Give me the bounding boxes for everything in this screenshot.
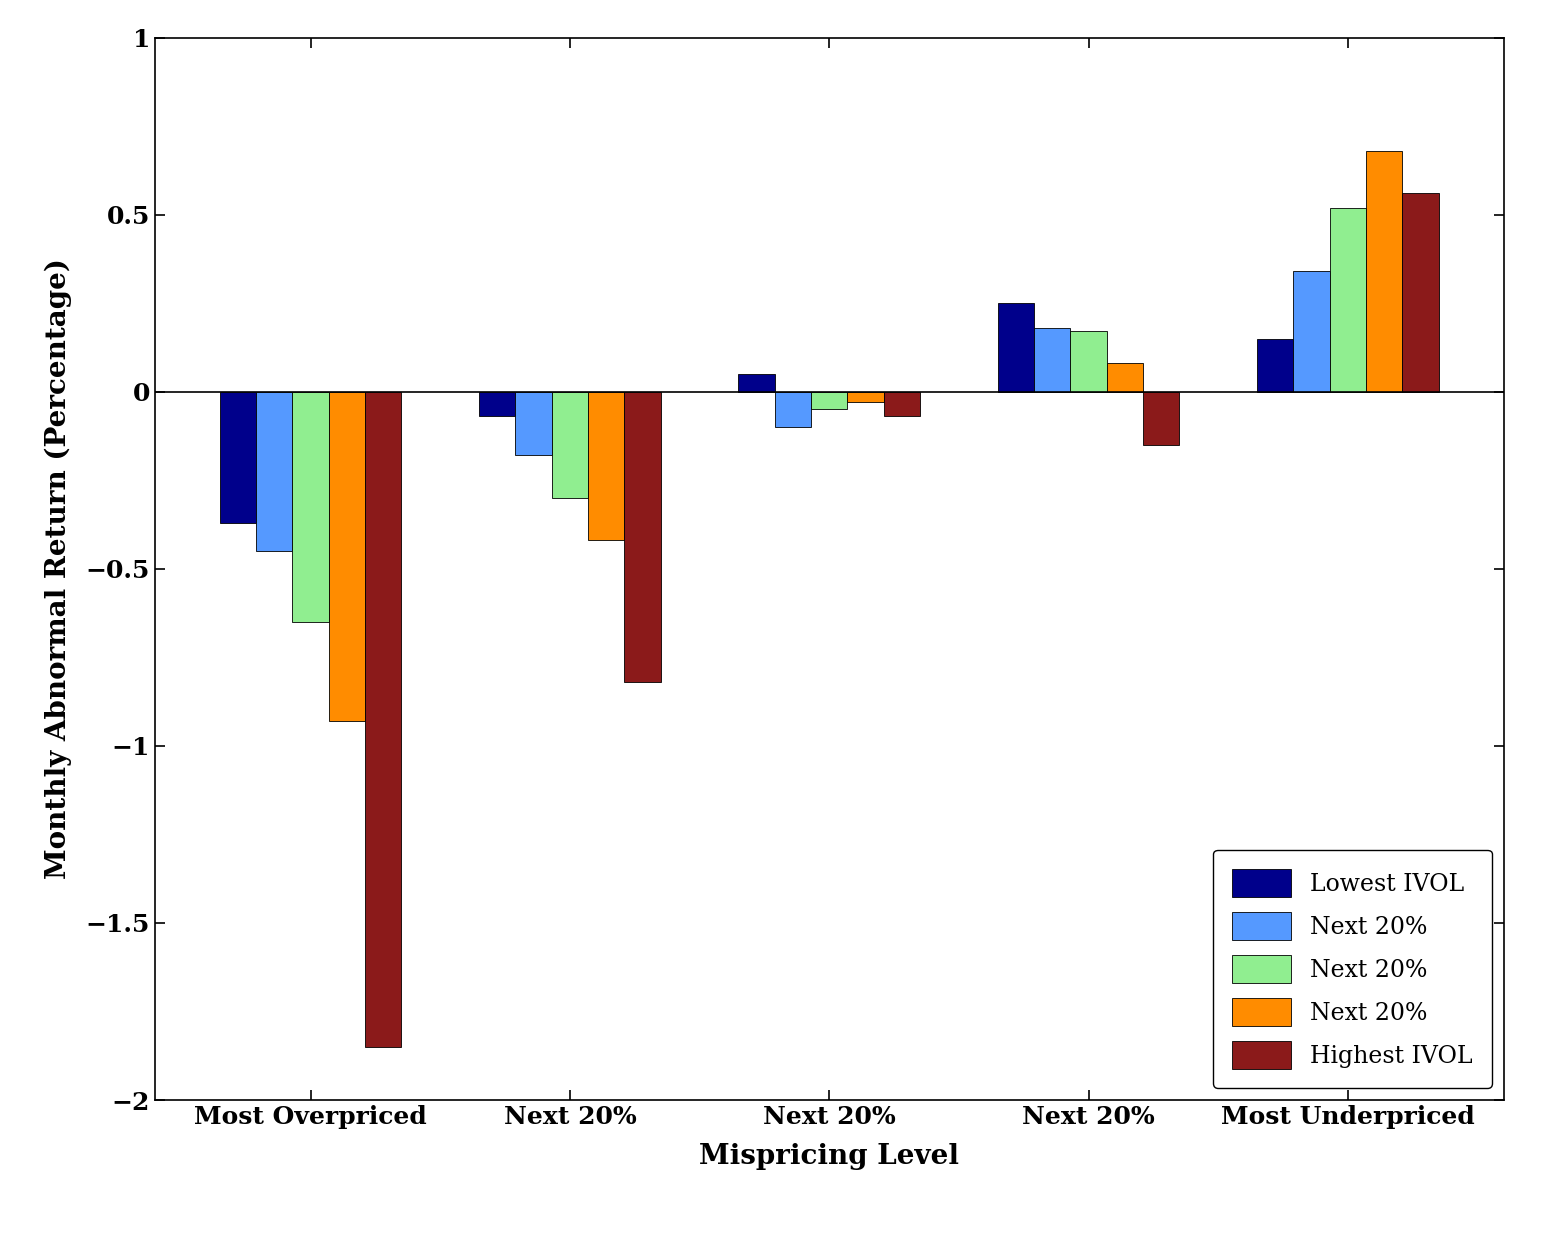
Bar bbox=[811, 391, 848, 410]
Y-axis label: Monthly Abnormal Return (Percentage): Monthly Abnormal Return (Percentage) bbox=[45, 259, 71, 879]
Legend: Lowest IVOL, Next 20%, Next 20%, Next 20%, Highest IVOL: Lowest IVOL, Next 20%, Next 20%, Next 20… bbox=[1214, 850, 1491, 1089]
Bar bbox=[1071, 331, 1107, 391]
Bar bbox=[293, 391, 329, 621]
X-axis label: Mispricing Level: Mispricing Level bbox=[699, 1142, 959, 1170]
Bar bbox=[1293, 271, 1330, 391]
Bar bbox=[775, 391, 811, 428]
Bar bbox=[883, 391, 921, 416]
Bar bbox=[848, 391, 883, 402]
Bar bbox=[1403, 194, 1438, 391]
Bar bbox=[516, 391, 552, 455]
Bar bbox=[552, 391, 587, 498]
Bar bbox=[366, 391, 401, 1048]
Bar bbox=[220, 391, 256, 522]
Bar bbox=[1107, 364, 1142, 391]
Bar bbox=[1330, 208, 1366, 391]
Bar bbox=[1257, 339, 1293, 391]
Bar bbox=[998, 304, 1034, 391]
Bar bbox=[1034, 328, 1071, 391]
Bar bbox=[738, 374, 775, 391]
Bar bbox=[256, 391, 293, 551]
Bar bbox=[587, 391, 625, 540]
Bar bbox=[1142, 391, 1180, 445]
Bar bbox=[329, 391, 366, 721]
Bar bbox=[1366, 151, 1403, 391]
Bar bbox=[625, 391, 660, 682]
Bar bbox=[479, 391, 516, 416]
